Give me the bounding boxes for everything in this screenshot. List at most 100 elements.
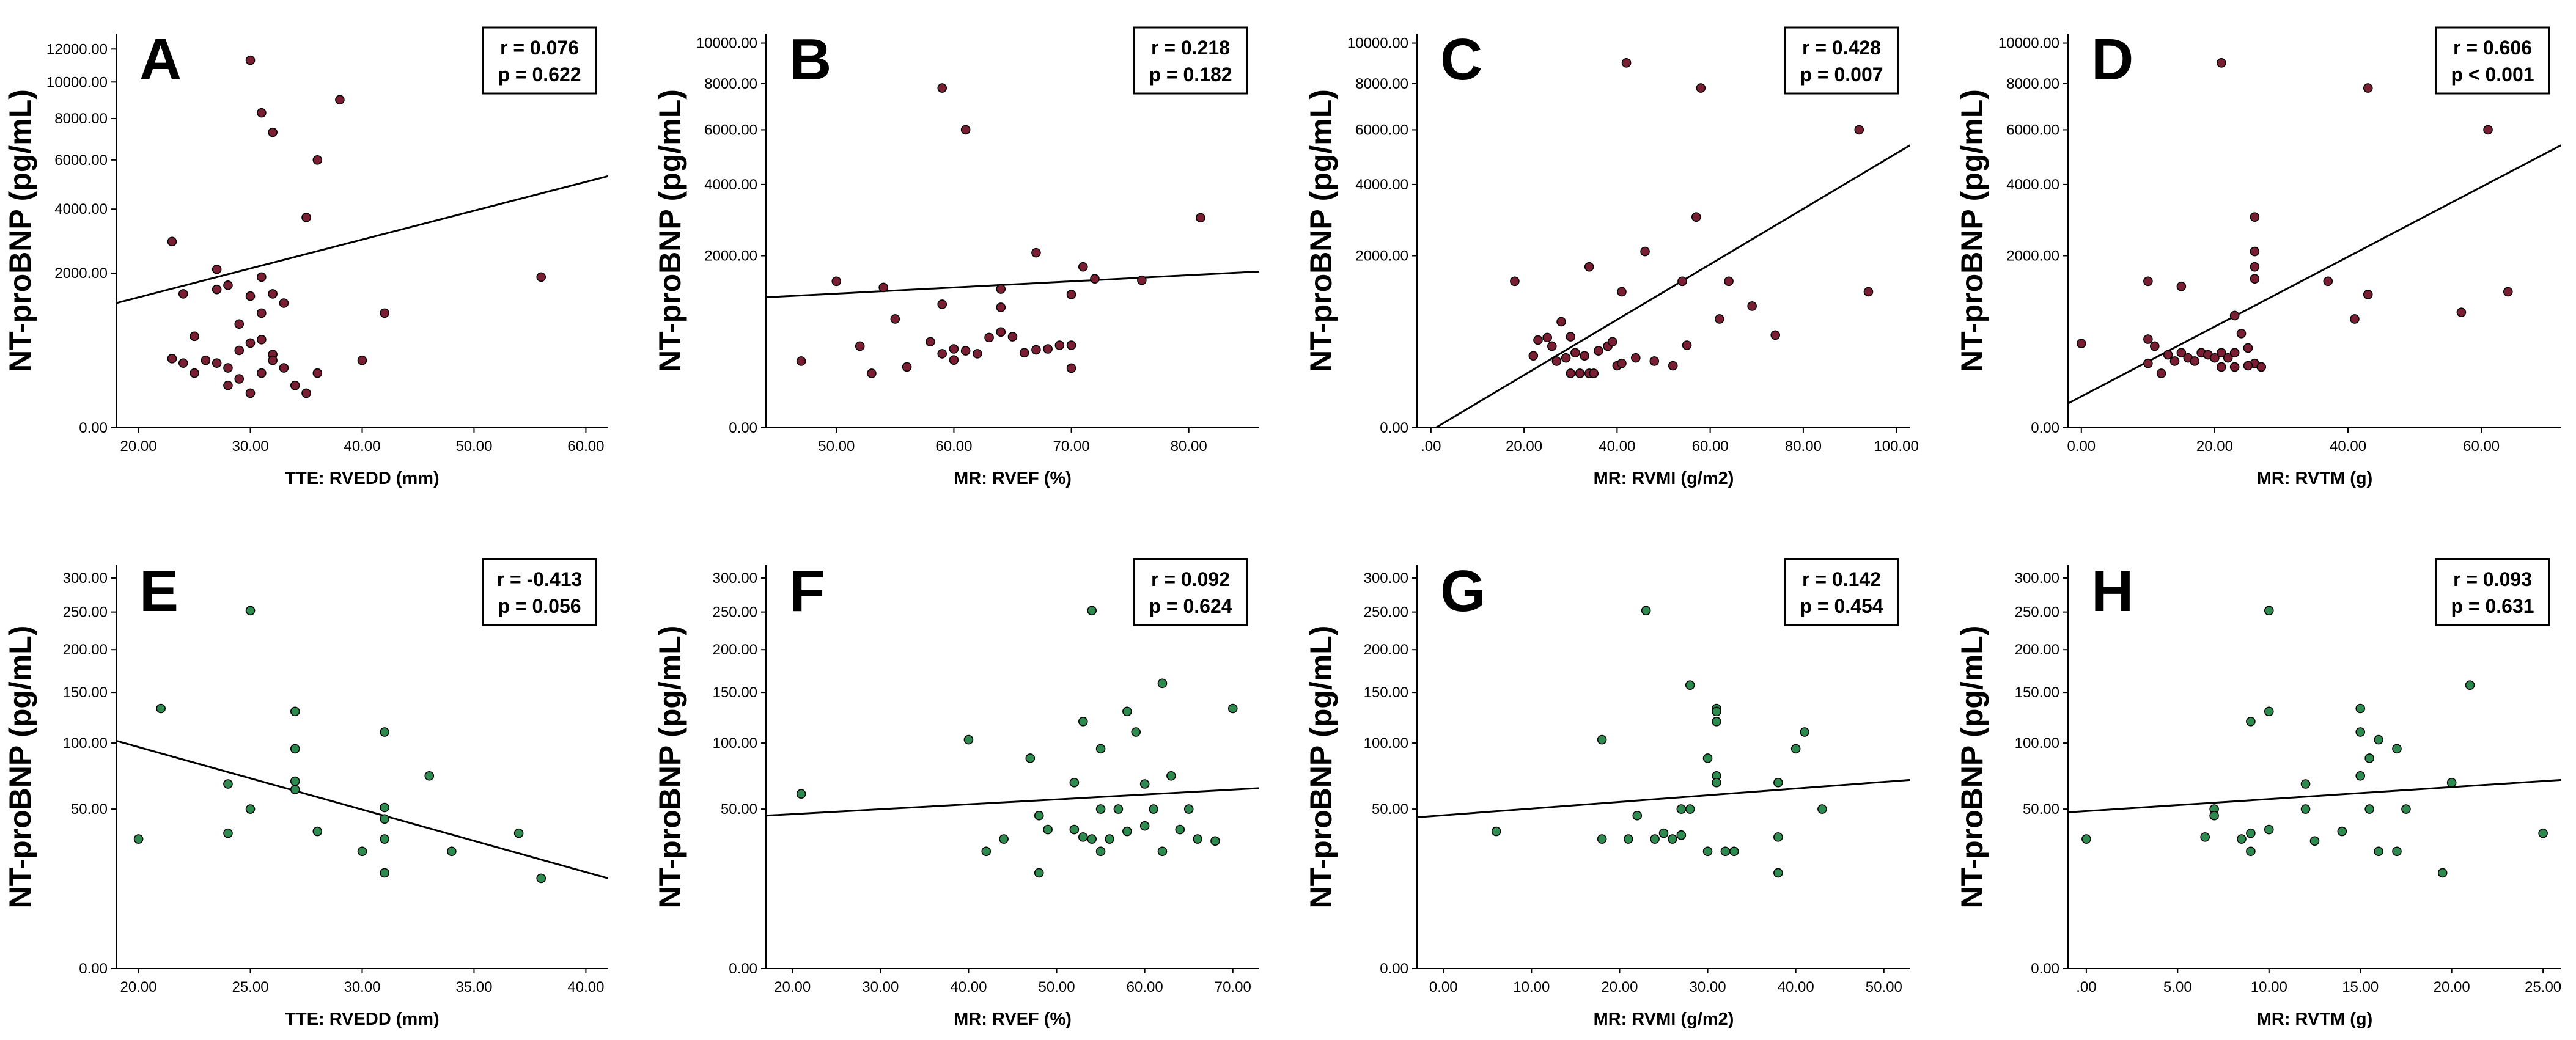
data-point [2264, 824, 2274, 835]
data-point [2143, 276, 2153, 287]
y-axis-label: NT-proBNP (pg/mL) [1955, 626, 1989, 909]
data-point [424, 771, 435, 781]
data-point [2243, 343, 2253, 353]
x-tick-label: 0.00 [1429, 979, 1458, 995]
x-tick-label: 40.00 [1778, 979, 1814, 995]
y-tick-label: 200.00 [1364, 642, 1408, 658]
data-point [1589, 368, 1599, 378]
x-tick-label: 5.00 [2163, 979, 2192, 995]
data-point [190, 331, 199, 342]
data-point [1551, 356, 1562, 366]
data-point [1210, 836, 1220, 846]
y-tick-label: 200.00 [63, 642, 108, 658]
data-point [536, 873, 546, 884]
y-tick-label: 50.00 [721, 801, 757, 818]
y-tick-label: 6000.00 [704, 122, 757, 138]
data-point [949, 344, 959, 354]
regression-line [766, 787, 1259, 817]
data-point [1624, 834, 1633, 844]
data-point [290, 380, 300, 390]
data-point [1715, 314, 1724, 324]
data-point [1691, 212, 1701, 222]
data-point [867, 368, 877, 378]
data-point [1095, 744, 1106, 754]
p-value-label: p = 0.622 [498, 64, 581, 86]
data-point [301, 213, 311, 222]
y-tick-label: 0.00 [79, 961, 108, 977]
data-point [2363, 290, 2373, 299]
data-point [268, 127, 278, 137]
data-point [2209, 810, 2219, 821]
data-point [1131, 727, 1141, 737]
correlation-r-label: r = 0.092 [1151, 568, 1230, 590]
data-point [1175, 824, 1185, 835]
x-tick-label: 40.00 [2330, 438, 2366, 455]
y-tick-label: 2000.00 [1355, 247, 1408, 264]
data-point [223, 363, 233, 373]
data-point [245, 338, 256, 348]
data-point [1773, 777, 1783, 788]
data-point [2456, 307, 2467, 317]
data-point [1066, 290, 1076, 299]
y-tick-label: 0.00 [2031, 420, 2059, 436]
data-point [290, 744, 300, 754]
x-tick-label: 60.00 [1692, 438, 1729, 455]
y-tick-label: 50.00 [2023, 801, 2059, 818]
data-point [1676, 830, 1687, 840]
y-tick-label: 4000.00 [54, 201, 108, 218]
x-tick-label: 35.00 [455, 979, 492, 995]
data-point [513, 828, 524, 838]
x-tick-label: 30.00 [1690, 979, 1726, 995]
x-tick-label: 50.00 [818, 438, 855, 455]
data-point [2210, 353, 2220, 363]
data-point [357, 355, 367, 365]
data-point [796, 789, 806, 799]
data-point [1580, 351, 1589, 361]
data-point [1702, 846, 1713, 857]
data-point [279, 298, 289, 308]
data-point [1087, 606, 1097, 616]
y-axis-label: NT-proBNP (pg/mL) [653, 626, 687, 909]
stats-box [1784, 26, 1899, 95]
data-point [1007, 332, 1018, 342]
data-point [190, 368, 199, 378]
data-point [2392, 744, 2402, 754]
data-point [2374, 846, 2383, 857]
p-value-label: p = 0.182 [1149, 64, 1232, 86]
y-tick-label: 50.00 [71, 801, 108, 818]
data-point [999, 834, 1009, 844]
y-tick-label: 150.00 [63, 684, 108, 701]
data-point [2483, 125, 2493, 135]
y-tick-label: 100.00 [1364, 735, 1408, 752]
y-axis-label: NT-proBNP (pg/mL) [653, 89, 687, 372]
panel-C: 0.00 2000.00 4000.00 6000.00 8000.00 10000.00… [1304, 26, 1919, 488]
data-point [1682, 340, 1692, 350]
y-axis-label: NT-proBNP (pg/mL) [1304, 89, 1338, 372]
stats-box [2435, 26, 2550, 95]
data-point [380, 834, 389, 844]
data-point [1640, 246, 1650, 257]
data-point [223, 828, 233, 838]
y-tick-label: 4000.00 [1355, 177, 1408, 193]
p-value-label: p = 0.454 [1800, 595, 1883, 617]
data-point [1641, 606, 1651, 616]
data-point [1712, 717, 1721, 727]
data-point [2250, 246, 2260, 257]
data-point [1078, 832, 1088, 842]
data-point [380, 868, 389, 878]
data-point [257, 334, 267, 345]
data-point [2392, 846, 2402, 857]
stats-box [1133, 26, 1248, 95]
data-point [1137, 275, 1147, 285]
x-tick-label: 20.00 [774, 979, 811, 995]
y-tick-label: 50.00 [1372, 801, 1408, 818]
data-point [357, 846, 367, 857]
data-point [245, 291, 256, 301]
data-point [855, 341, 865, 351]
regression-line [766, 270, 1259, 299]
data-point [2437, 868, 2448, 878]
data-point [223, 280, 233, 290]
panel-letter: A [139, 27, 182, 92]
data-point [380, 814, 389, 824]
data-point [312, 826, 323, 837]
